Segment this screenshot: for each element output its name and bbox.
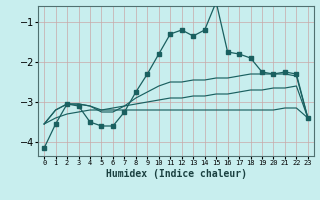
X-axis label: Humidex (Indice chaleur): Humidex (Indice chaleur) (106, 169, 246, 179)
